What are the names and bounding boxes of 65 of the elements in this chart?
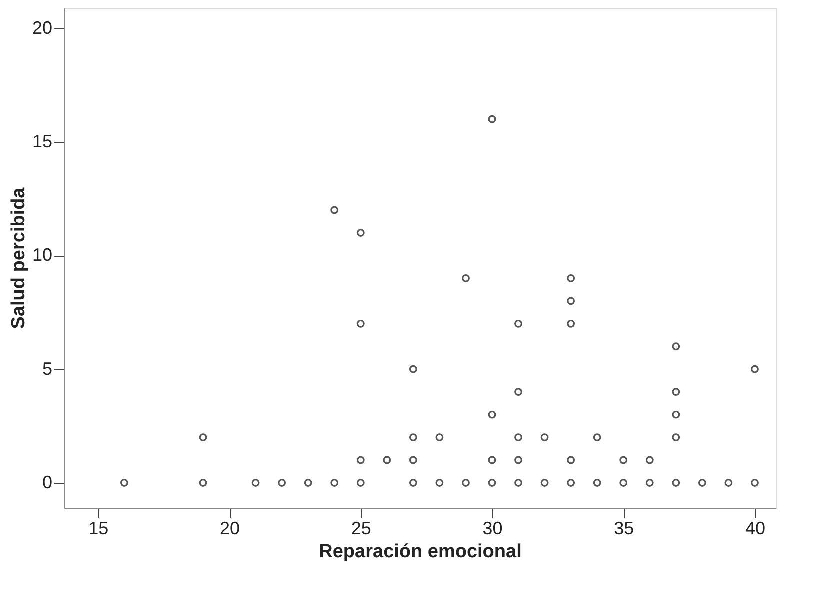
point — [646, 456, 654, 464]
point — [383, 456, 392, 464]
point — [330, 479, 339, 487]
point — [620, 456, 628, 464]
point — [436, 479, 444, 487]
point — [120, 479, 128, 487]
point — [514, 320, 522, 328]
x-tick-label: 35 — [614, 518, 634, 538]
point — [199, 434, 208, 442]
point — [462, 479, 470, 487]
y-tick-label: 15 — [32, 132, 52, 152]
point — [593, 479, 602, 487]
point — [567, 274, 576, 282]
point — [252, 479, 260, 487]
point — [751, 365, 759, 374]
point — [540, 434, 549, 442]
point — [488, 410, 496, 419]
point — [436, 434, 444, 442]
point — [672, 410, 680, 419]
point — [488, 479, 496, 487]
point — [672, 388, 680, 396]
point — [409, 365, 418, 374]
x-axis-title: Reparación emocional — [319, 542, 522, 562]
point — [540, 479, 549, 487]
point — [488, 456, 496, 464]
y-tick-label: 5 — [42, 358, 52, 379]
point — [409, 456, 418, 464]
point — [514, 388, 522, 396]
point — [462, 274, 470, 282]
y-tick-label: 10 — [32, 245, 52, 266]
point — [698, 479, 706, 487]
y-axis-title: Salud percibida — [8, 187, 30, 330]
point — [199, 479, 208, 487]
point — [724, 479, 733, 487]
point — [356, 456, 365, 464]
x-tick-label: 20 — [220, 518, 240, 538]
point — [514, 434, 522, 442]
point — [356, 479, 365, 487]
point — [409, 479, 418, 487]
point — [409, 434, 418, 442]
point — [514, 479, 522, 487]
point — [620, 479, 628, 487]
y-tick-label: 0 — [42, 472, 52, 492]
x-tick-label: 15 — [88, 518, 109, 538]
point — [567, 456, 576, 464]
point — [278, 479, 286, 487]
y-tick-label: 20 — [32, 18, 52, 38]
point — [304, 479, 312, 487]
point — [672, 434, 680, 442]
point — [567, 320, 576, 328]
point — [488, 115, 496, 124]
point — [672, 342, 680, 351]
point — [356, 229, 365, 237]
point — [672, 479, 680, 487]
point — [567, 297, 576, 306]
point — [646, 479, 654, 487]
point — [514, 456, 522, 464]
point — [356, 320, 365, 328]
x-tick-label: 25 — [351, 518, 372, 538]
point — [751, 479, 759, 487]
point — [330, 206, 339, 214]
point — [593, 434, 602, 442]
point — [567, 479, 576, 487]
x-tick-label: 30 — [482, 518, 503, 538]
x-tick-label: 40 — [745, 518, 766, 538]
